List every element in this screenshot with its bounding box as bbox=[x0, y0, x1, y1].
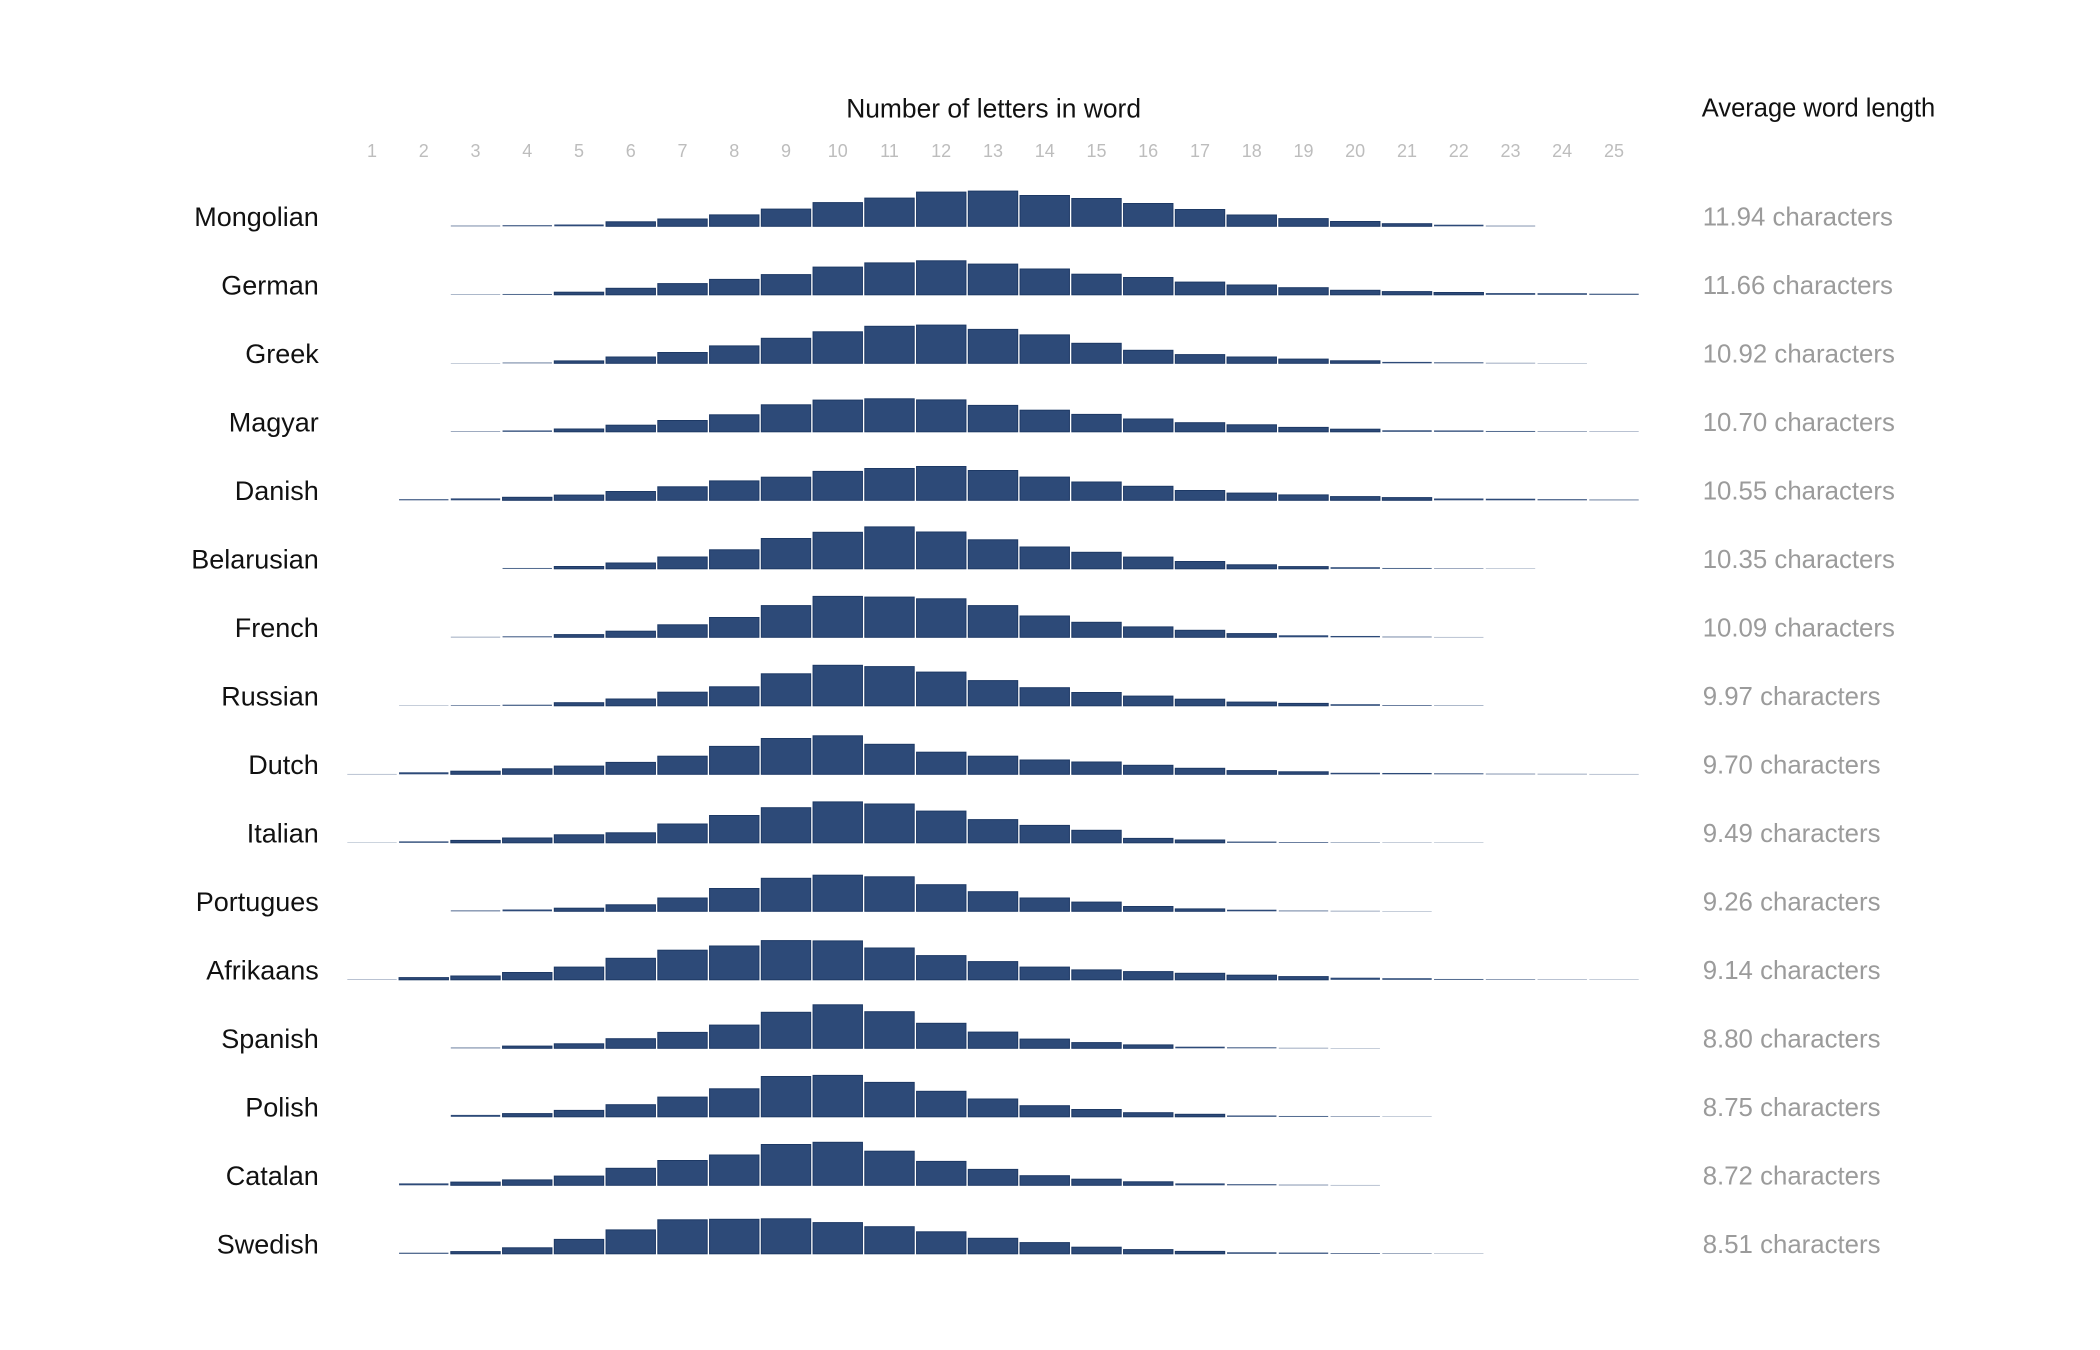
svg-text:Mongolian: Mongolian bbox=[194, 202, 319, 232]
svg-text:Belarusian: Belarusian bbox=[191, 545, 319, 575]
svg-text:Number of letters in word: Number of letters in word bbox=[846, 94, 1141, 124]
svg-text:16: 16 bbox=[1138, 141, 1158, 161]
svg-text:10.35 characters: 10.35 characters bbox=[1703, 546, 1895, 574]
svg-text:23: 23 bbox=[1500, 141, 1520, 161]
svg-text:9.70 characters: 9.70 characters bbox=[1703, 751, 1881, 779]
svg-text:11: 11 bbox=[880, 141, 899, 161]
svg-text:Portugues: Portugues bbox=[196, 887, 319, 917]
svg-text:Italian: Italian bbox=[247, 819, 319, 849]
svg-text:10.92 characters: 10.92 characters bbox=[1703, 340, 1895, 368]
svg-text:9.49 characters: 9.49 characters bbox=[1703, 820, 1881, 848]
svg-text:6: 6 bbox=[626, 141, 636, 161]
svg-text:15: 15 bbox=[1086, 141, 1106, 161]
svg-text:21: 21 bbox=[1397, 141, 1417, 161]
svg-text:Magyar: Magyar bbox=[229, 408, 319, 438]
svg-text:2: 2 bbox=[419, 141, 429, 161]
svg-text:9.14 characters: 9.14 characters bbox=[1703, 957, 1881, 985]
svg-text:8.80 characters: 8.80 characters bbox=[1703, 1025, 1881, 1053]
svg-text:1: 1 bbox=[367, 141, 377, 161]
svg-text:9.26 characters: 9.26 characters bbox=[1703, 888, 1881, 916]
svg-text:9: 9 bbox=[781, 141, 791, 161]
svg-text:4: 4 bbox=[522, 141, 532, 161]
svg-text:8.72 characters: 8.72 characters bbox=[1703, 1162, 1881, 1190]
svg-text:22: 22 bbox=[1449, 141, 1469, 161]
svg-text:Danish: Danish bbox=[235, 476, 319, 506]
svg-text:French: French bbox=[235, 613, 319, 643]
svg-text:5: 5 bbox=[574, 141, 584, 161]
svg-text:Spanish: Spanish bbox=[221, 1024, 319, 1054]
svg-text:Average word length: Average word length bbox=[1702, 95, 1935, 123]
svg-text:19: 19 bbox=[1293, 141, 1313, 161]
svg-text:12: 12 bbox=[931, 141, 951, 161]
svg-text:Russian: Russian bbox=[221, 682, 319, 712]
svg-text:25: 25 bbox=[1604, 141, 1624, 161]
svg-text:11.94 characters: 11.94 characters bbox=[1703, 203, 1893, 231]
svg-text:Afrikaans: Afrikaans bbox=[206, 956, 319, 986]
svg-text:10.55 characters: 10.55 characters bbox=[1703, 477, 1895, 505]
svg-text:24: 24 bbox=[1552, 141, 1572, 161]
svg-text:Greek: Greek bbox=[245, 339, 319, 369]
svg-text:German: German bbox=[221, 271, 319, 301]
svg-text:8: 8 bbox=[729, 141, 739, 161]
svg-text:10: 10 bbox=[828, 141, 848, 161]
svg-text:9.97 characters: 9.97 characters bbox=[1703, 683, 1881, 711]
svg-text:17: 17 bbox=[1190, 141, 1210, 161]
svg-text:Polish: Polish bbox=[245, 1093, 319, 1123]
svg-text:8.51 characters: 8.51 characters bbox=[1703, 1231, 1881, 1259]
svg-text:10.70 characters: 10.70 characters bbox=[1703, 409, 1895, 437]
svg-text:Dutch: Dutch bbox=[248, 750, 319, 780]
svg-text:7: 7 bbox=[677, 141, 687, 161]
svg-text:18: 18 bbox=[1242, 141, 1262, 161]
svg-text:14: 14 bbox=[1035, 141, 1055, 161]
svg-text:Catalan: Catalan bbox=[226, 1161, 319, 1191]
svg-text:8.75 characters: 8.75 characters bbox=[1703, 1094, 1881, 1122]
svg-text:Swedish: Swedish bbox=[217, 1230, 319, 1260]
svg-text:13: 13 bbox=[983, 141, 1003, 161]
svg-text:10.09 characters: 10.09 characters bbox=[1703, 614, 1895, 642]
svg-text:11.66 characters: 11.66 characters bbox=[1703, 272, 1893, 300]
svg-text:20: 20 bbox=[1345, 141, 1365, 161]
svg-text:3: 3 bbox=[470, 141, 480, 161]
